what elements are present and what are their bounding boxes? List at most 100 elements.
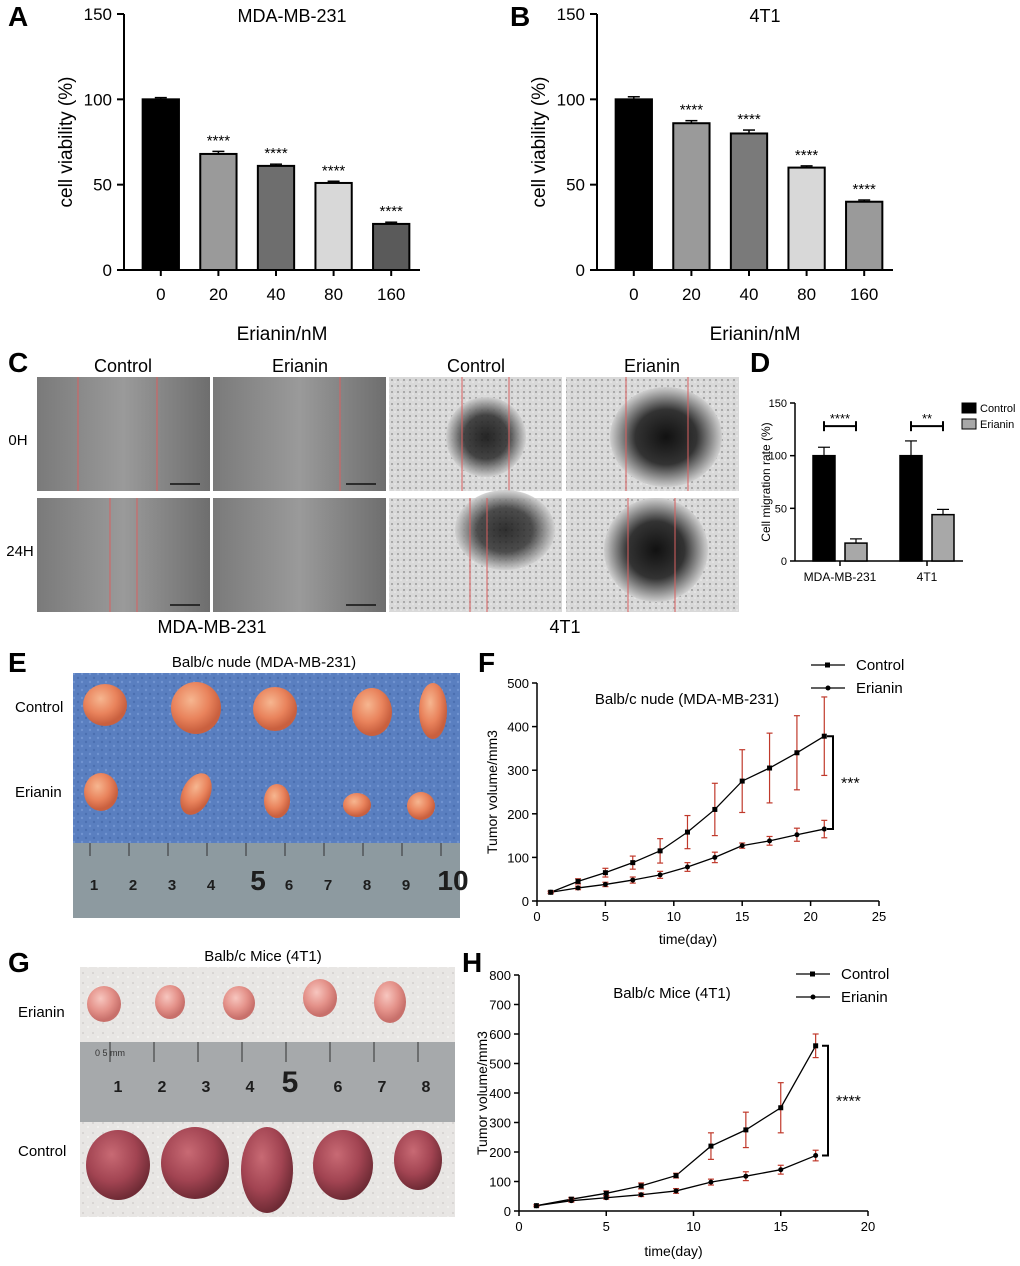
data-point-control xyxy=(813,1043,819,1049)
ruler-number: 1 xyxy=(114,1079,123,1096)
ruler-number: 2 xyxy=(129,877,137,894)
panel-letter-c: C xyxy=(8,347,28,378)
significance-label: **** xyxy=(795,147,819,164)
data-point-erianin xyxy=(638,1192,644,1198)
bar-80 xyxy=(787,166,826,272)
data-point-erianin xyxy=(602,881,608,887)
y-tick-label: 150 xyxy=(84,5,112,24)
data-point-control xyxy=(794,750,800,756)
panel-letter-h: H xyxy=(462,947,482,978)
chart-d-migration: 0 50 100 150 **** MDA-MB-231 ** 4T1 Cell migrati… xyxy=(759,398,1015,584)
ruler-number: 3 xyxy=(168,877,176,894)
y-tick-label: 200 xyxy=(507,807,529,822)
y-tick-label: 0 xyxy=(576,261,585,280)
bar-erianin-4T1 xyxy=(931,513,955,562)
bar-0 xyxy=(141,98,180,272)
c-col-label-4: Erianin xyxy=(624,356,680,376)
micrograph-mda-control-0h xyxy=(37,377,210,491)
chart-f-tumor-volume-nude: 0 100 200 300 400 500 0 5 10 15 20 25 Control Erianin… xyxy=(484,657,904,947)
x-tick-label: 20 xyxy=(209,285,228,304)
y-tick-label: 100 xyxy=(507,850,529,865)
ruler-number: 3 xyxy=(202,1079,211,1096)
ruler-number: 2 xyxy=(158,1079,167,1096)
series-line-control xyxy=(536,1045,817,1207)
data-point-control xyxy=(575,878,581,884)
x-tick-label: 80 xyxy=(797,285,816,304)
bar-0 xyxy=(614,98,653,272)
data-point-erianin xyxy=(794,832,800,838)
y-tick-label: 150 xyxy=(769,398,787,410)
legend-swatch-erianin xyxy=(961,418,977,430)
y-tick-label: 500 xyxy=(507,676,529,691)
c-col-label-2: Erianin xyxy=(272,356,328,376)
bar-erianin-MDA-MB-231 xyxy=(844,542,868,562)
significance-bracket xyxy=(827,735,834,831)
data-point-control xyxy=(708,1143,714,1149)
y-tick-label: 0 xyxy=(522,894,529,909)
data-point-erianin xyxy=(603,1195,609,1201)
ruler-number: 7 xyxy=(324,877,332,894)
x-tick-label: 25 xyxy=(872,909,886,924)
legend-marker xyxy=(825,685,831,691)
ruler-number: 6 xyxy=(334,1079,343,1096)
chart-title: Balb/c Mice (4T1) xyxy=(613,985,731,1002)
chart-title: Balb/c nude (MDA-MB-231) xyxy=(595,691,779,708)
legend-label-control: Control xyxy=(841,966,889,983)
e-row-label-erianin: Erianin xyxy=(15,784,62,801)
x-tick-label: 5 xyxy=(602,909,609,924)
bar-20 xyxy=(199,152,238,272)
y-tick-label: 300 xyxy=(489,1116,511,1131)
significance-label: *** xyxy=(841,776,860,793)
y-axis-label: cell viability (%) xyxy=(529,77,550,208)
data-point-erianin xyxy=(708,1179,714,1185)
data-point-control xyxy=(739,778,745,784)
legend-marker xyxy=(810,994,816,1000)
x-tick-label: 0 xyxy=(156,285,165,304)
chart-h-tumor-volume-4t1: 0 100 200 300 400 500 600 700 800 0 5 10 15 20 Control… xyxy=(474,966,889,1259)
ruler-number: 8 xyxy=(422,1079,431,1096)
x-tick-label: 20 xyxy=(803,909,817,924)
g-ruler xyxy=(80,1042,455,1122)
y-axis-label: Tumor volume/mm3 xyxy=(474,1031,490,1155)
x-tick-label: 0 xyxy=(629,285,638,304)
y-axis-label: cell viability (%) xyxy=(56,77,77,208)
data-point-erianin xyxy=(630,877,636,883)
significance-label: **** xyxy=(836,1094,861,1111)
data-point-erianin xyxy=(575,885,581,891)
panel-letter-d: D xyxy=(750,347,770,378)
data-point-erianin xyxy=(533,1203,539,1209)
ruler-number: 4 xyxy=(207,877,216,894)
significance-label: **** xyxy=(207,132,231,149)
y-tick-label: 100 xyxy=(557,90,585,109)
y-tick-label: 50 xyxy=(93,176,112,195)
chart-a-viability-mda: 0 50 100 150 0 20 **** 40 **** 80 **** 160 **** MDA-M… xyxy=(56,5,420,345)
legend-label-control: Control xyxy=(856,657,904,674)
x-tick-label: 0 xyxy=(515,1219,522,1234)
c-col-label-3: Control xyxy=(447,356,505,376)
significance-label: ** xyxy=(922,411,932,426)
significance-label: **** xyxy=(322,162,346,179)
data-point-erianin xyxy=(673,1188,679,1194)
data-point-control xyxy=(684,829,690,835)
x-tick-label: 80 xyxy=(324,285,343,304)
legend-label-erianin: Erianin xyxy=(841,989,888,1006)
bar-40 xyxy=(256,164,296,271)
y-tick-label: 0 xyxy=(504,1204,511,1219)
significance-label: **** xyxy=(264,145,288,162)
data-point-control xyxy=(638,1183,644,1189)
bar-control-4T1 xyxy=(899,454,923,562)
y-tick-label: 800 xyxy=(489,968,511,983)
data-point-erianin xyxy=(813,1153,819,1159)
x-tick-label: 20 xyxy=(682,285,701,304)
x-tick-label: 40 xyxy=(740,285,759,304)
data-point-erianin xyxy=(712,854,718,860)
chart-title: 4T1 xyxy=(749,6,780,26)
ruler-number: 8 xyxy=(363,877,371,894)
micrograph-mda-control-24h xyxy=(37,498,210,612)
legend-label-control: Control xyxy=(980,403,1015,415)
data-point-erianin xyxy=(743,1173,749,1179)
significance-label: **** xyxy=(737,111,761,128)
ruler-number: 6 xyxy=(285,877,293,894)
data-point-control xyxy=(657,848,663,854)
c-row-label-0h: 0H xyxy=(8,432,27,449)
